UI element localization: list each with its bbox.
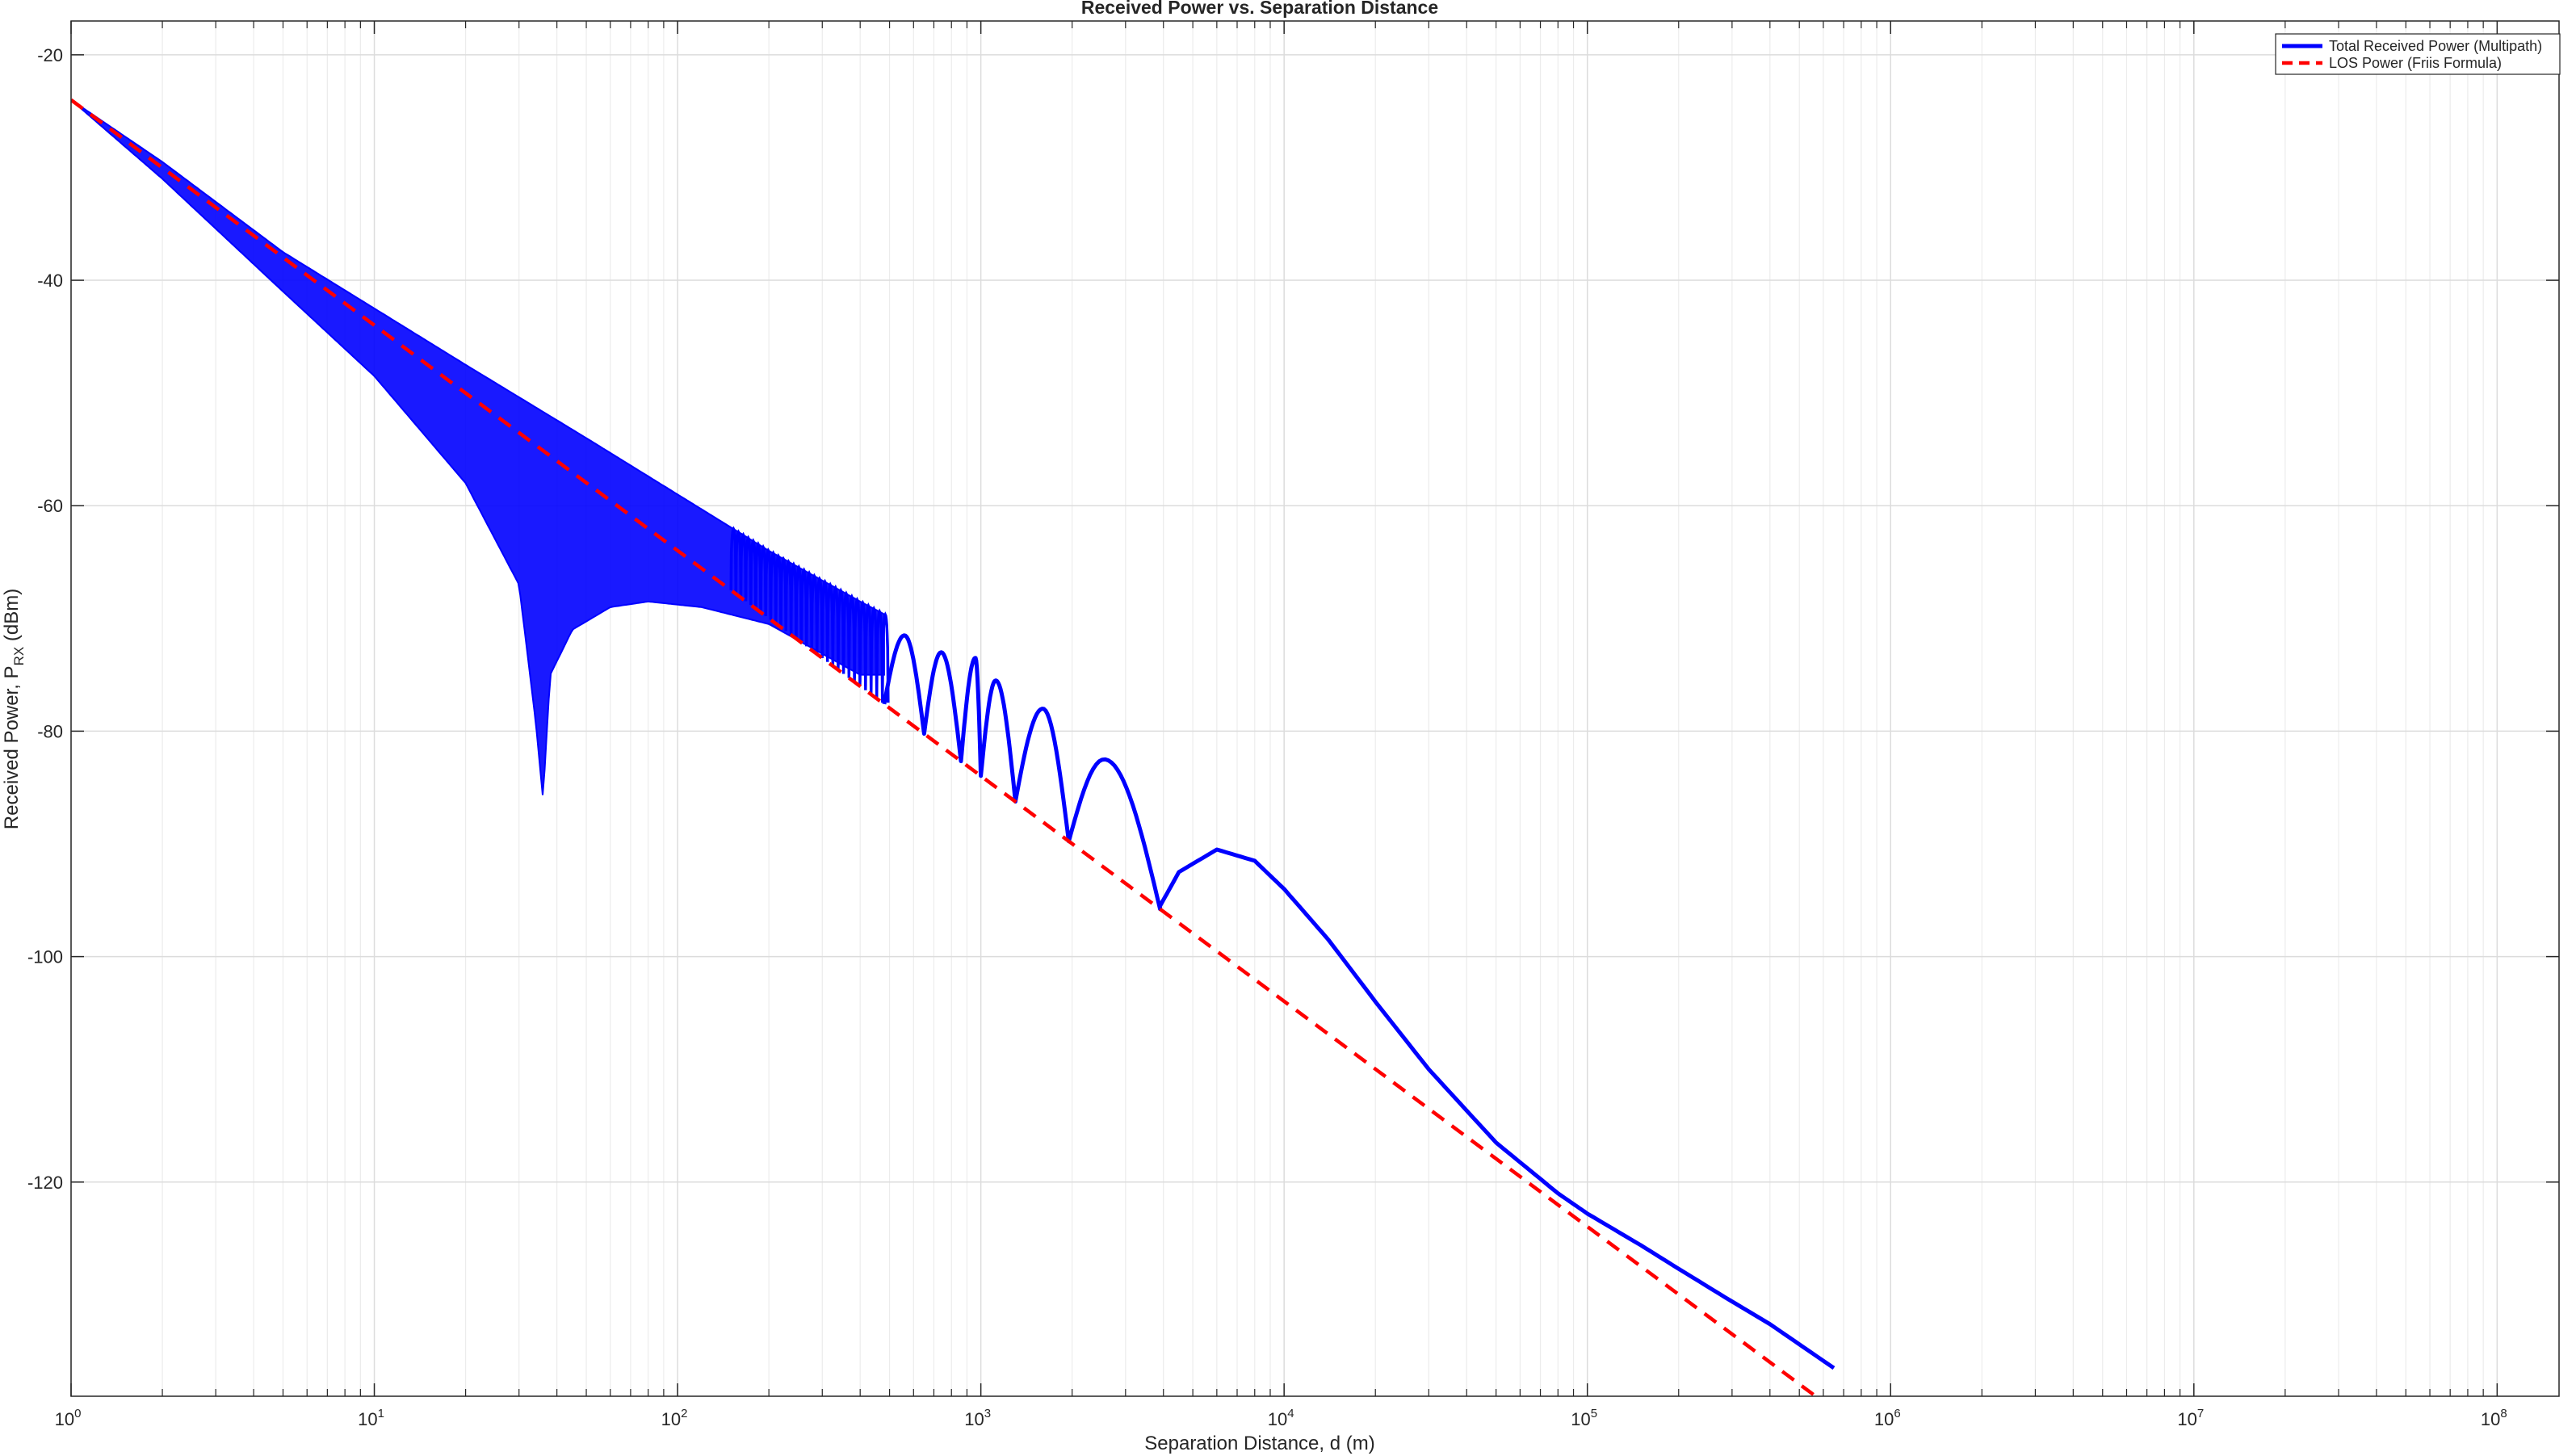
multipath-ripple	[804, 569, 813, 647]
multipath-ripple	[864, 602, 873, 690]
chart-title: Received Power vs. Separation Distance	[1081, 0, 1438, 18]
multipath-ripple	[837, 587, 845, 670]
y-tick-label: -80	[37, 721, 63, 741]
multipath-ripple	[729, 526, 738, 590]
multipath-ripple	[831, 584, 840, 666]
y-tick-label: -120	[27, 1173, 63, 1193]
y-tick-label: -20	[37, 45, 63, 65]
y-axis-label-subscript: RX	[11, 647, 27, 666]
legend-label-multipath: Total Received Power (Multipath)	[2329, 38, 2542, 54]
x-tick-label: 101	[358, 1407, 384, 1429]
legend-label-friis: LOS Power (Friis Formula)	[2329, 55, 2502, 71]
y-tick-label: -40	[37, 271, 63, 291]
multipath-ripple	[759, 543, 767, 613]
multipath-ripple	[847, 593, 856, 678]
x-axis-label: Separation Distance, d (m)	[1144, 1433, 1374, 1454]
x-tick-label: 104	[1268, 1407, 1294, 1429]
multipath-ripple	[825, 581, 835, 662]
multipath-ripple	[853, 596, 862, 682]
multipath-ripple	[858, 599, 867, 686]
multipath-ripple	[769, 550, 778, 620]
x-tick-label: 103	[964, 1407, 991, 1429]
multipath-ripple	[789, 561, 798, 636]
multipath-ripple	[739, 531, 748, 598]
multipath-ripple	[841, 590, 851, 674]
multipath-ripple	[795, 564, 803, 639]
series-multipath-line	[882, 633, 1836, 1370]
y-axis-label-main: Received Power, P	[1, 665, 23, 829]
x-tick-label: 100	[55, 1407, 82, 1429]
multipath-ripple	[764, 547, 773, 616]
multipath-ripple	[869, 605, 879, 694]
multipath-ripple	[880, 611, 890, 703]
axis-ticks	[70, 21, 2559, 1396]
x-tick-label: 108	[2481, 1407, 2507, 1429]
series-multipath-ripples	[729, 526, 890, 703]
y-axis-label: Received Power, PRX (dBm)	[1, 589, 27, 829]
multipath-ripple	[774, 552, 782, 624]
multipath-ripple	[810, 573, 819, 651]
multipath-ripple	[744, 535, 753, 602]
multipath-ripple	[779, 556, 787, 627]
x-tick-labels: 100 101 102 103 104 105 106 107 108	[55, 1407, 2507, 1429]
multipath-ripple	[815, 576, 824, 655]
multipath-ripple	[875, 608, 884, 699]
multipath-ripple	[749, 538, 757, 606]
legend: Total Received Power (Multipath) LOS Pow…	[2275, 33, 2561, 75]
multipath-ripple	[799, 567, 808, 643]
y-tick-label: -100	[27, 947, 63, 967]
y-tick-label: -60	[37, 496, 63, 516]
axes-box	[70, 20, 2560, 1397]
legend-box	[2275, 33, 2561, 75]
multipath-ripple	[820, 578, 829, 658]
x-tick-label: 107	[2177, 1407, 2204, 1429]
multipath-ripple	[784, 558, 793, 631]
x-tick-label: 106	[1874, 1407, 1901, 1429]
multipath-ripple	[734, 529, 743, 594]
y-tick-labels: -20 -40 -60 -80 -100 -120	[27, 45, 63, 1193]
y-axis-label-unit: (dBm)	[1, 589, 23, 647]
grid-minor	[162, 21, 2484, 1396]
x-tick-label: 102	[661, 1407, 688, 1429]
plot-area	[71, 21, 2559, 1396]
multipath-ripple	[754, 540, 762, 609]
series-friis-line	[71, 98, 1819, 1396]
x-tick-label: 105	[1571, 1407, 1597, 1429]
